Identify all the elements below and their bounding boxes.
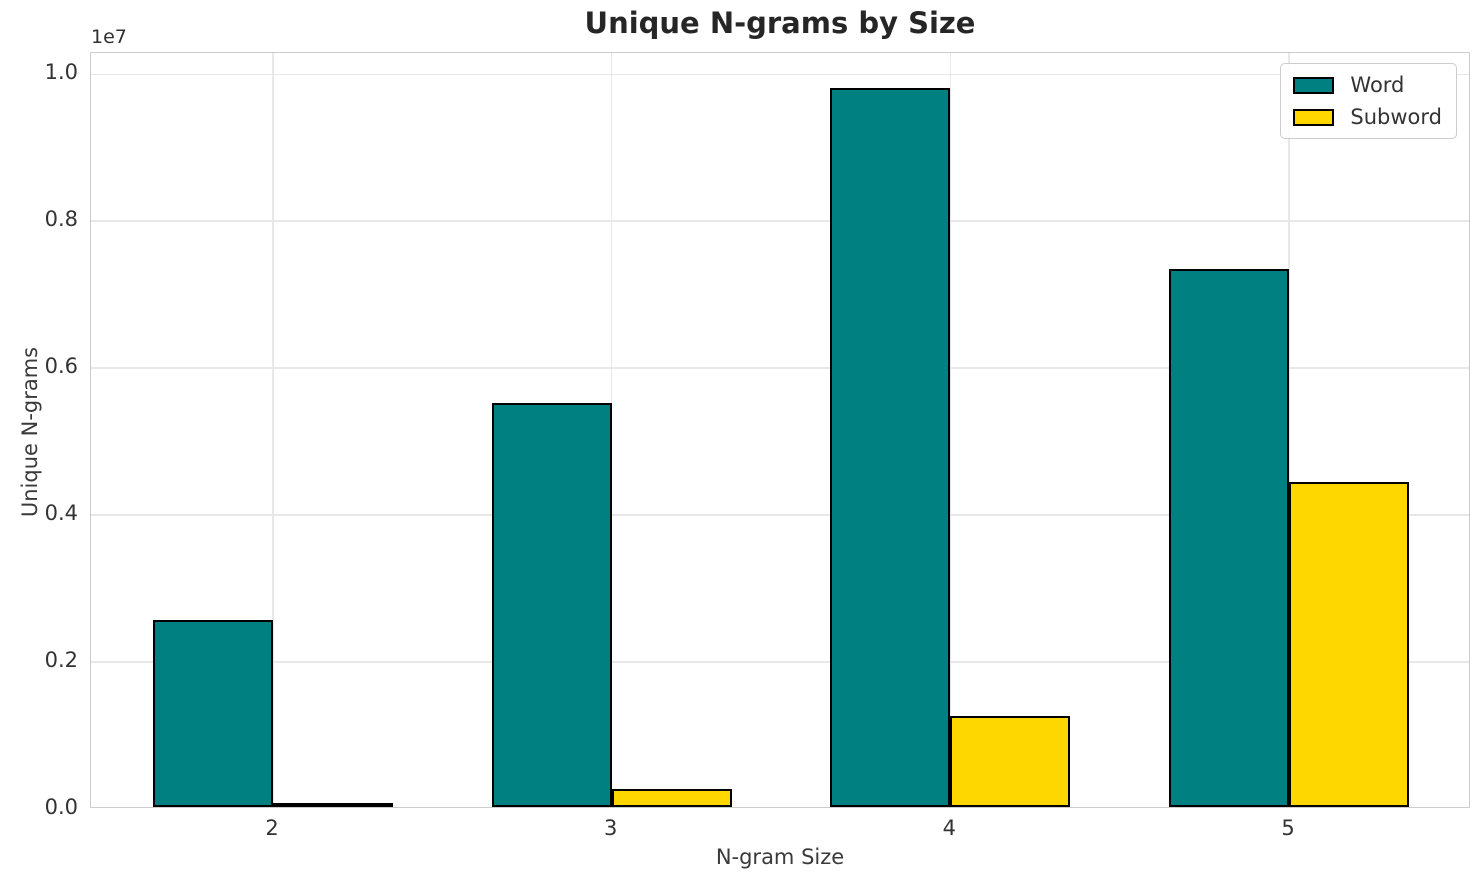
y-tick-label: 0.0 [44, 795, 78, 819]
chart-title: Unique N-grams by Size [584, 6, 976, 40]
y-tick-label: 0.4 [44, 501, 78, 526]
legend-item-subword: Subword [1293, 105, 1442, 129]
gridline-y [91, 661, 1469, 663]
legend-item-word: Word [1293, 73, 1442, 97]
legend-label: Subword [1350, 105, 1442, 129]
y-tick-label: 0.6 [44, 354, 78, 379]
gridline-x [1288, 53, 1290, 807]
legend-label: Word [1350, 73, 1405, 97]
gridline-x [272, 53, 274, 807]
bar-subword-3 [611, 789, 732, 807]
gridline-y [91, 73, 1469, 76]
gridline-y [91, 220, 1469, 222]
x-tick-label: 2 [265, 816, 279, 840]
plot-area: Word Subword [90, 52, 1470, 808]
gridline-y [91, 514, 1469, 516]
legend-swatch-word [1293, 76, 1335, 94]
legend-swatch-subword [1293, 108, 1335, 126]
x-tick-label: 5 [1281, 816, 1295, 840]
gridline-x [949, 53, 952, 807]
bar-subword-5 [1289, 481, 1409, 807]
bar-word-3 [491, 402, 612, 807]
bar-subword-2 [273, 803, 393, 807]
gridline-y [91, 367, 1469, 369]
y-tick-label: 1.0 [44, 60, 78, 85]
bar-word-4 [830, 88, 951, 807]
bar-word-2 [153, 619, 273, 807]
bar-word-5 [1169, 269, 1289, 807]
y-tick-label: 0.8 [44, 207, 78, 232]
y-axis-offset-label: 1e7 [91, 26, 127, 48]
legend: Word Subword [1280, 63, 1457, 139]
x-tick-label: 3 [603, 816, 618, 840]
x-axis-label: N-gram Size [715, 845, 845, 869]
x-tick-label: 4 [942, 816, 957, 840]
y-tick-label: 0.2 [44, 648, 78, 673]
gridline-x [610, 53, 613, 807]
bar-subword-4 [950, 715, 1071, 807]
